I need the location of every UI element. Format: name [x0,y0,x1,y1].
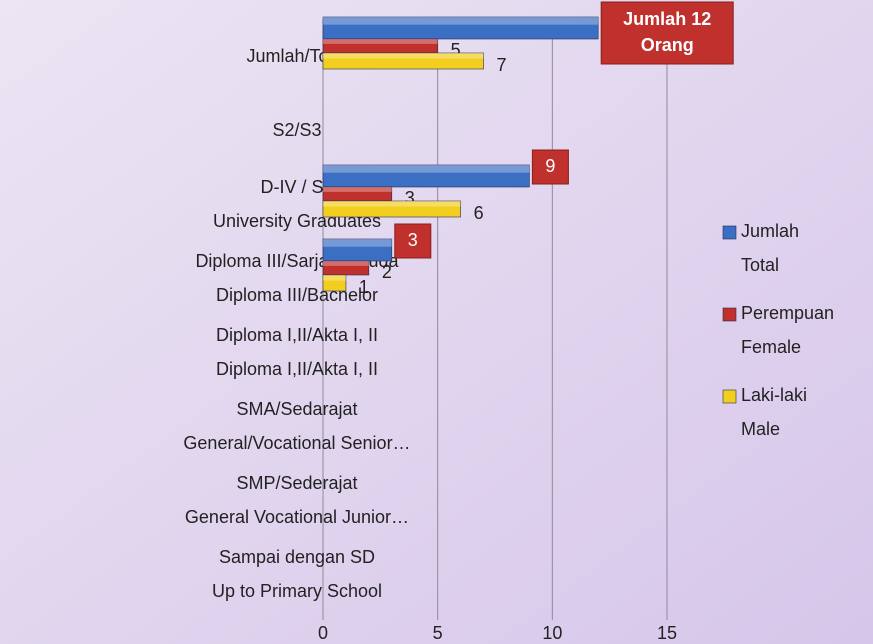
y-tick-label: General/Vocational Senior… [183,433,410,453]
data-label: Orang [641,35,694,55]
data-label: 3 [408,230,418,250]
x-tick-label: 5 [433,623,443,643]
bar [322,16,599,40]
data-label: Jumlah 12 [623,9,711,29]
bar-shine [323,187,392,192]
legend-label: Total [741,255,779,275]
data-label-box [531,149,569,185]
bar [322,164,530,188]
y-tick-label: SMA/Sedarajat [236,399,357,419]
data-label: 7 [497,55,507,75]
legend-label: Jumlah [741,221,799,241]
data-label-box [394,223,432,259]
bar-shine [323,201,461,207]
y-tick-label: S2/S3 [272,120,321,140]
bar [322,200,461,218]
bar-shine [323,17,599,25]
data-label: 3 [405,188,415,208]
legend-swatch [722,307,737,322]
bar-shine [323,165,530,173]
data-label: 2 [382,262,392,282]
bar [322,52,484,70]
x-tick-label: 15 [657,623,677,643]
legend-swatch [722,225,737,240]
legend-label: Perempuan [741,303,834,323]
y-tick-label: Diploma III/Bachelor [216,285,378,305]
y-tick-label: Jumlah/Total [246,46,347,66]
data-label: 1 [359,277,369,297]
legend-swatch [722,389,737,404]
bar-shine [323,275,346,281]
bar [322,274,347,292]
legend-label: Laki-laki [741,385,807,405]
y-tick-label: Diploma I,II/Akta I, II [216,325,378,345]
y-tick-label: SMP/Sederajat [236,473,357,493]
y-tick-label: General Vocational Junior… [185,507,409,527]
y-tick-label: Sampai dengan SD [219,547,375,567]
legend-label: Male [741,419,780,439]
y-tick-label: Diploma I,II/Akta I, II [216,359,378,379]
legend-label: Female [741,337,801,357]
x-tick-label: 0 [318,623,328,643]
data-label: 6 [474,203,484,223]
bar-shine [323,261,369,266]
y-tick-label: Up to Primary School [212,581,382,601]
data-label: 9 [545,156,555,176]
x-tick-label: 10 [542,623,562,643]
bar-shine [323,239,392,247]
data-label-box [600,1,734,65]
bar-shine [323,39,438,44]
bar-shine [323,53,484,59]
y-tick-label: D-IV / S1 [260,177,333,197]
data-label: 5 [451,40,461,60]
